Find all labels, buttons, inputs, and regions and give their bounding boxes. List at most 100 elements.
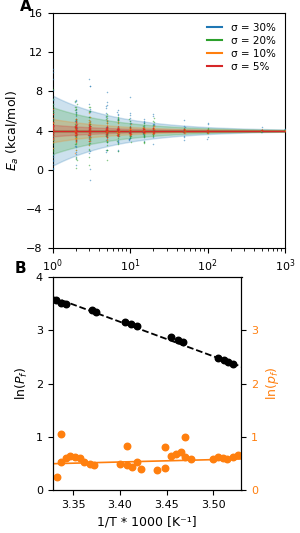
Point: [87, 137, 92, 146]
Point: [104, 126, 109, 135]
Point: [128, 127, 132, 135]
Point: [88, 459, 92, 468]
Point: [50, 139, 55, 147]
Point: [50, 128, 55, 137]
Point: [115, 125, 120, 134]
Point: [115, 130, 120, 138]
Point: [87, 125, 92, 134]
Point: [58, 458, 63, 466]
Point: [73, 138, 78, 146]
Point: [283, 126, 288, 135]
Point: [116, 136, 120, 144]
Point: [105, 120, 110, 129]
Point: [87, 123, 92, 131]
Point: [74, 124, 79, 133]
Point: [50, 131, 55, 140]
Point: [104, 138, 109, 147]
Point: [216, 453, 220, 462]
Point: [104, 112, 109, 120]
Point: [50, 123, 55, 132]
Point: [63, 454, 68, 463]
Point: [50, 124, 55, 133]
Point: [88, 103, 92, 111]
Point: [74, 124, 79, 132]
Point: [74, 146, 79, 154]
Point: [50, 126, 55, 135]
Point: [50, 127, 55, 135]
Point: [50, 104, 55, 112]
Point: [128, 126, 133, 135]
Point: [141, 128, 146, 136]
Point: [116, 126, 120, 134]
Point: [260, 126, 265, 135]
Point: [50, 92, 55, 101]
Point: [73, 142, 78, 151]
Point: [182, 128, 187, 137]
Point: [74, 122, 79, 130]
Point: [50, 128, 55, 136]
Point: [74, 120, 79, 128]
Point: [74, 128, 78, 136]
Point: [63, 300, 68, 309]
Point: [115, 131, 120, 140]
Point: [50, 140, 55, 149]
Point: [116, 116, 120, 124]
Point: [116, 125, 121, 133]
Point: [105, 125, 110, 133]
Point: [115, 113, 120, 122]
Point: [116, 116, 120, 125]
Point: [141, 126, 146, 135]
Point: [128, 124, 133, 132]
Point: [282, 127, 287, 135]
Text: A: A: [20, 0, 32, 14]
Point: [87, 124, 92, 133]
Point: [50, 135, 55, 143]
Point: [151, 124, 155, 132]
Point: [141, 115, 146, 123]
Point: [116, 110, 121, 119]
Point: [104, 130, 109, 138]
Point: [205, 127, 210, 136]
Point: [115, 123, 120, 131]
Point: [260, 126, 264, 135]
Point: [115, 125, 120, 133]
Point: [116, 127, 120, 135]
Point: [74, 131, 79, 139]
Point: [87, 146, 92, 155]
Point: [50, 135, 55, 144]
Point: [236, 451, 240, 459]
Point: [141, 139, 146, 148]
Point: [88, 126, 92, 134]
Point: [141, 123, 146, 132]
Point: [104, 146, 109, 154]
Point: [116, 131, 121, 139]
Point: [73, 127, 78, 136]
Point: [87, 125, 92, 133]
Point: [73, 125, 78, 134]
Point: [151, 126, 155, 134]
Point: [139, 465, 144, 473]
Point: [87, 82, 92, 91]
Point: [50, 165, 55, 174]
Point: [151, 122, 156, 130]
Point: [128, 126, 132, 134]
Point: [87, 122, 92, 130]
Point: [104, 135, 109, 144]
Point: [74, 129, 79, 138]
Point: [87, 147, 92, 155]
Point: [182, 127, 187, 135]
Point: [128, 128, 133, 136]
Point: [74, 123, 78, 132]
Point: [105, 140, 110, 149]
Point: [88, 123, 92, 131]
Point: [74, 120, 78, 129]
Point: [50, 136, 54, 144]
Point: [282, 126, 287, 134]
Point: [87, 127, 92, 135]
Point: [105, 132, 110, 140]
Point: [128, 124, 132, 133]
Point: [151, 130, 156, 138]
Point: [50, 125, 55, 133]
Point: [74, 130, 79, 138]
Point: [128, 125, 133, 133]
